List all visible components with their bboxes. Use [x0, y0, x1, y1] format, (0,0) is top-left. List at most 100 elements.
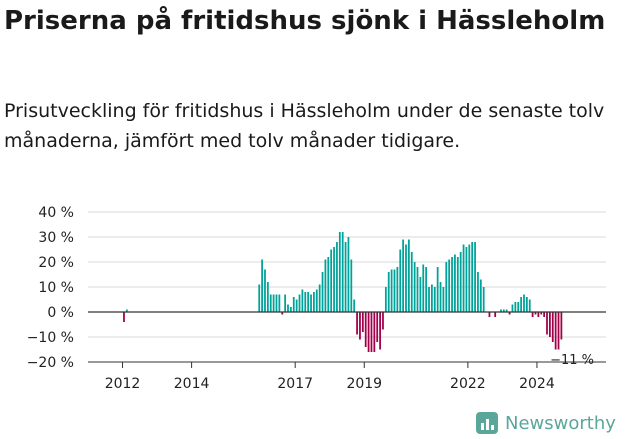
bar	[264, 269, 266, 312]
bar	[258, 284, 261, 312]
bar	[465, 247, 468, 312]
x-axis: 2012 2014 2017 2019 2022 2024	[88, 361, 606, 392]
bar	[350, 259, 353, 312]
bar	[289, 307, 292, 312]
bar	[318, 284, 321, 312]
bar	[287, 304, 289, 312]
newsworthy-logo: Newsworthy	[476, 408, 616, 438]
bar	[419, 277, 422, 312]
bar	[324, 259, 327, 312]
bar	[307, 292, 310, 312]
bar	[310, 294, 312, 312]
bar	[295, 299, 298, 312]
bar	[551, 312, 554, 342]
x-tick-label: 2017	[277, 376, 313, 392]
bar	[448, 259, 451, 312]
annotation: −11 %	[550, 353, 594, 368]
bar	[393, 269, 396, 312]
bar	[281, 312, 284, 315]
bar	[523, 294, 525, 312]
logo-text: Newsworthy	[505, 412, 616, 434]
bar	[528, 299, 531, 312]
grid-lines	[88, 211, 606, 363]
bar	[425, 267, 428, 312]
bar	[543, 312, 546, 317]
bar	[508, 312, 511, 315]
bar	[540, 312, 543, 315]
bar	[554, 312, 557, 350]
bar	[416, 267, 419, 312]
bar	[436, 267, 439, 312]
bar	[367, 312, 370, 352]
bar	[341, 232, 344, 312]
bar	[451, 257, 453, 312]
bar	[321, 272, 324, 312]
chart-subtitle: Prisutveckling för fritidshus i Hässleho…	[4, 100, 605, 152]
bar	[399, 249, 402, 312]
bar	[546, 312, 548, 335]
bar	[505, 309, 508, 312]
bar	[344, 242, 347, 312]
bar	[511, 304, 514, 312]
y-tick-label: 30 %	[38, 230, 74, 246]
bar	[338, 232, 341, 312]
bar	[431, 284, 433, 312]
bar	[502, 309, 505, 312]
bar	[370, 312, 373, 352]
newsworthy-logo-icon	[476, 412, 498, 434]
bar	[500, 309, 502, 312]
bar	[396, 267, 399, 312]
y-axis-labels: 40 % 30 % 20 % 10 % 0 % −10 % −20 %	[27, 205, 74, 371]
bar	[364, 312, 367, 347]
bar	[298, 294, 301, 312]
bar	[488, 312, 491, 317]
x-tick-label: 2019	[346, 376, 382, 392]
bar	[275, 294, 278, 312]
bar	[347, 237, 350, 312]
bar	[517, 302, 520, 312]
bar	[373, 312, 376, 352]
bar	[333, 247, 335, 312]
bar	[520, 297, 522, 312]
bar	[278, 294, 281, 312]
bar	[474, 242, 476, 312]
bar	[266, 282, 269, 312]
y-tick-label: −10 %	[27, 330, 74, 346]
bar	[407, 239, 410, 312]
bar	[402, 239, 404, 312]
bar	[382, 312, 384, 330]
bar	[284, 294, 287, 312]
bar	[479, 279, 482, 312]
bar	[560, 312, 563, 340]
bar	[387, 272, 390, 312]
bar	[261, 259, 263, 312]
bar	[390, 269, 393, 312]
bar	[422, 264, 425, 312]
y-tick-label: 40 %	[38, 205, 74, 221]
price-change-bar-chart: 40 %30 %20 %10 %0 %−10 %−20 % 2012 2014 20…	[27, 205, 606, 392]
bar	[442, 287, 445, 312]
bar	[537, 312, 540, 317]
bar	[376, 312, 379, 342]
bar	[459, 252, 462, 312]
bar	[361, 312, 364, 332]
bar	[327, 257, 330, 312]
x-tick-label: 2014	[174, 376, 210, 392]
bar	[123, 312, 125, 322]
bar	[353, 299, 356, 312]
bar	[413, 262, 416, 312]
bar	[557, 312, 560, 350]
bar	[384, 287, 387, 312]
bar	[336, 242, 338, 312]
chart-title: Priserna på fritidshus sjönk i Hässlehol…	[4, 6, 606, 36]
bar	[315, 289, 318, 312]
bar	[330, 249, 333, 312]
y-tick-label: 20 %	[38, 255, 74, 271]
bar	[445, 262, 448, 312]
bar	[359, 312, 361, 340]
x-tick-label: 2022	[450, 376, 486, 392]
bar	[471, 242, 474, 312]
bar	[301, 289, 304, 312]
bar	[269, 294, 272, 312]
x-tick-label: 2012	[105, 376, 141, 392]
